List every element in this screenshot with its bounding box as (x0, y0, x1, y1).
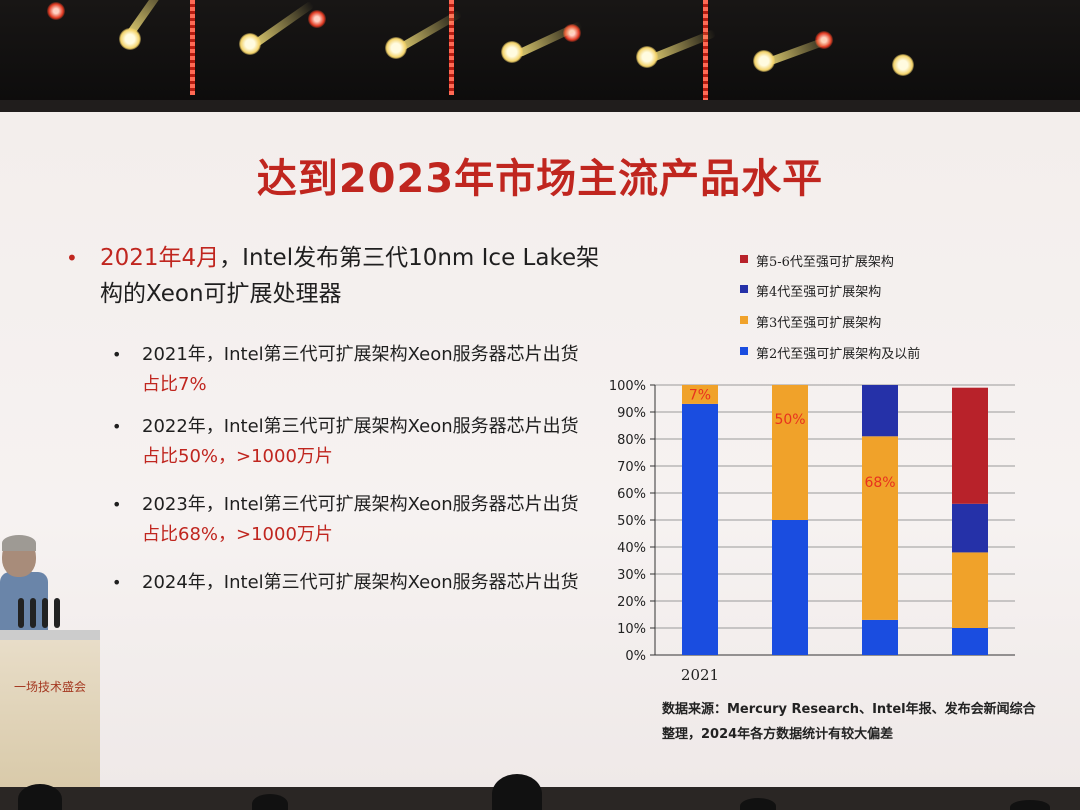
red-light-bar (449, 0, 454, 95)
legend-label: 第4代至强可扩展架构 (756, 285, 882, 300)
bar-segment (952, 503, 988, 553)
stage-light (753, 50, 775, 72)
stage-light (385, 37, 407, 59)
legend-label: 第2代至强可扩展架构及以前 (756, 347, 921, 362)
audience-head (18, 784, 62, 810)
y-tick-label: 100% (609, 379, 646, 394)
stage-ceiling (0, 0, 1080, 125)
bar-segment (952, 628, 988, 655)
light-beam (252, 0, 315, 48)
sub-bullet-2024: • 2024年，Intel第三代可扩展架构Xeon服务器芯片出货 (112, 568, 612, 600)
main-bullet-line1: ，Intel发布第三代10nm Ice Lake架 (219, 245, 600, 271)
bar-segment (682, 385, 718, 404)
bullet-dot-icon: • (112, 573, 122, 592)
sub-bullet-line1: 2022年，Intel第三代可扩展架构Xeon服务器芯片出货 (142, 416, 579, 437)
bar-segment (862, 619, 898, 655)
sub-bullet-share: 占比68%，>1000万片 (142, 524, 333, 545)
bar-segment (862, 385, 898, 437)
podium-logo: 一场技术盛会 (13, 680, 86, 694)
data-label: 50% (774, 412, 805, 428)
bar-segment (682, 403, 718, 655)
y-tick-label: 60% (617, 487, 646, 502)
stage-light (636, 46, 658, 68)
stage-light (119, 28, 141, 50)
y-tick-label: 80% (617, 433, 646, 448)
red-light-bar (190, 0, 195, 95)
x-tick-label: 2021 (681, 666, 719, 684)
stage-light (501, 41, 523, 63)
presenter-body (0, 572, 48, 632)
data-label: 7% (689, 387, 711, 403)
source-line1: 数据来源：Mercury Research、Intel年报、发布会新闻综合 (662, 702, 1036, 717)
bullet-dot-icon: • (112, 345, 122, 364)
y-tick-label: 50% (617, 514, 646, 529)
sub-bullet-2021: • 2021年，Intel第三代可扩展架构Xeon服务器芯片出货 占比7% (112, 340, 612, 400)
stacked-bar-chart: 0% 10% 20% 30% 40% 50% 60% 70% 80% 90% 100% 7% 2021 5… (609, 379, 1015, 684)
bar-segment (862, 436, 898, 620)
microphone-icon (42, 598, 48, 628)
bullet-dot-icon: • (112, 495, 122, 514)
stage-light (239, 33, 261, 55)
red-lamp (308, 10, 326, 28)
bar-segment (772, 385, 808, 520)
sub-bullet-share: 占比50%，>1000万片 (142, 446, 333, 467)
red-lamp (47, 2, 65, 20)
legend-label: 第3代至强可扩展架构 (756, 316, 882, 331)
projection-screen (0, 112, 1080, 787)
sub-bullet-line1: 2023年，Intel第三代可扩展架构Xeon服务器芯片出货 (142, 494, 579, 515)
sub-bullet-line1: 2021年，Intel第三代可扩展架构Xeon服务器芯片出货 (142, 344, 579, 365)
y-tick-label: 70% (617, 460, 646, 475)
light-beam (766, 34, 836, 66)
main-bullet-line2: 构的Xeon可扩展处理器 (100, 281, 342, 307)
red-light-bar (703, 0, 708, 110)
sub-bullet-line1: 2024年，Intel第三代可扩展架构Xeon服务器芯片出货 (142, 572, 579, 593)
y-tick-label: 30% (617, 568, 646, 583)
audience-head (492, 774, 542, 810)
bar-segment (772, 520, 808, 655)
y-tick-label: 10% (617, 622, 646, 637)
sub-bullet-share: 占比7% (142, 374, 207, 395)
sub-bullet-2022: • 2022年，Intel第三代可扩展架构Xeon服务器芯片出货 占比50%，>… (112, 412, 612, 472)
bar-segment (952, 552, 988, 628)
y-tick-label: 90% (617, 406, 646, 421)
audience-head (740, 798, 776, 810)
sub-bullet-2023: • 2023年，Intel第三代可扩展架构Xeon服务器芯片出货 占比68%，>… (112, 490, 612, 550)
chart-container: 第5-6代至强可扩展架构 第4代至强可扩展架构 第3代至强可扩展架构 第2代至强… (600, 245, 1040, 765)
data-source-note: 数据来源：Mercury Research、Intel年报、发布会新闻综合 整理… (662, 697, 1042, 747)
presenter-hair (2, 535, 36, 551)
legend-swatch (740, 347, 748, 355)
y-tick-label: 0% (625, 649, 646, 664)
slide-title: 达到2023年市场主流产品水平 (256, 156, 824, 202)
main-bullet-date: 2021年4月 (100, 245, 220, 271)
bullet-dot-icon: • (112, 417, 122, 436)
legend-swatch (740, 316, 748, 324)
microphone-icon (18, 598, 24, 628)
bar-segment (952, 387, 988, 504)
data-label: 68% (864, 475, 895, 491)
bullet-dot-icon: • (66, 246, 78, 270)
audience-head (252, 794, 288, 810)
y-tick-label: 20% (617, 595, 646, 610)
stage-light (892, 54, 914, 76)
main-bullet-text: 2021年4月，Intel发布第三代10nm Ice Lake架 构的Xeon可… (100, 240, 600, 312)
audience-head (1010, 800, 1050, 810)
microphone-icon (54, 598, 60, 628)
legend-label: 第5-6代至强可扩展架构 (756, 255, 894, 270)
microphone-icon (30, 598, 36, 628)
legend-swatch (740, 285, 748, 293)
legend-swatch (740, 255, 748, 263)
source-line2: 整理，2024年各方数据统计有较大偏差 (662, 727, 894, 742)
podium (0, 630, 100, 795)
y-tick-label: 40% (617, 541, 646, 556)
